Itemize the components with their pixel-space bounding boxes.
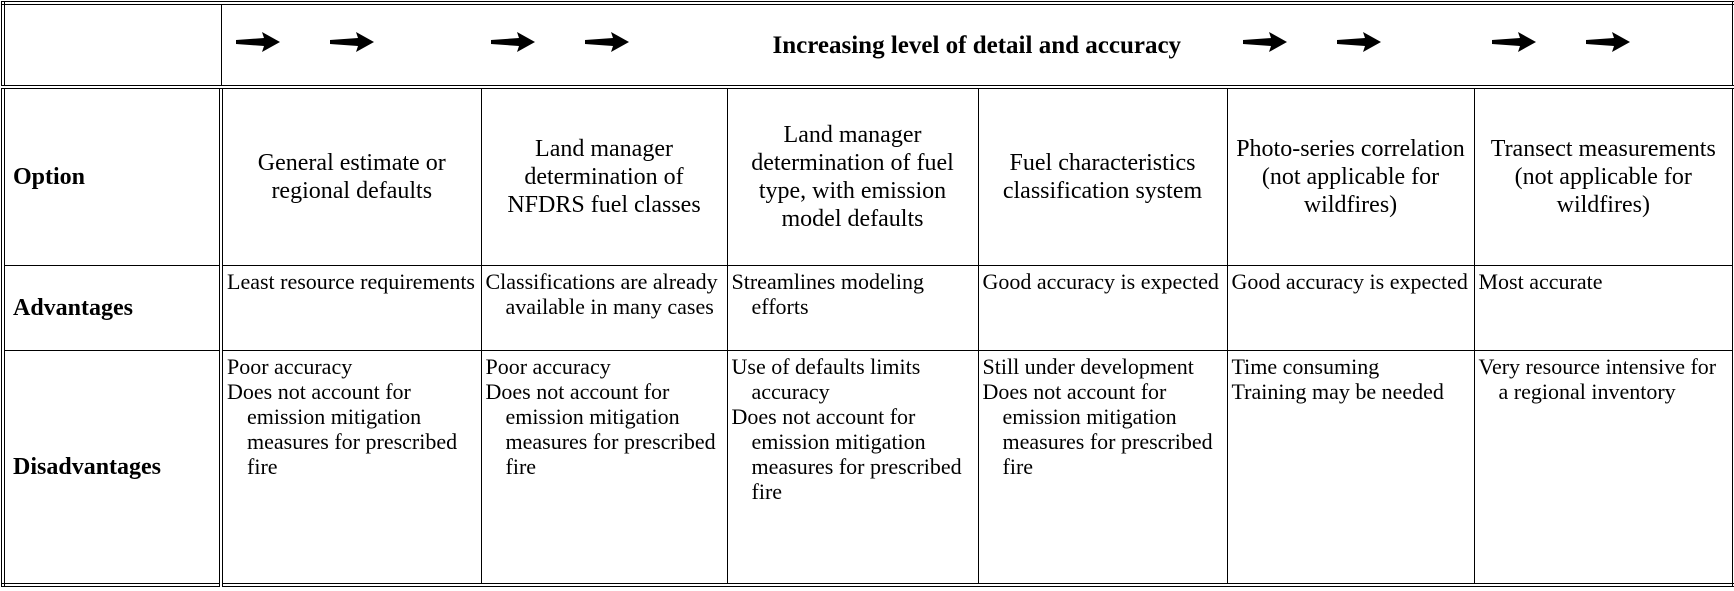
table-cell: Fuel characteristics classification syst… xyxy=(977,86,1228,266)
header-cell: Increasing level of detail and accuracy xyxy=(220,2,1734,89)
cell-item: Classifications are already available in… xyxy=(485,269,718,319)
row-label: Advantages xyxy=(13,294,134,321)
table-cell: Good accuracy is expected xyxy=(977,265,1228,351)
table-cell: Land manager determination of fuel type,… xyxy=(726,86,979,266)
corner-cell xyxy=(2,2,222,89)
cell-text: Land manager determination of fuel type,… xyxy=(751,122,954,232)
table-cell: Photo-series correlation (not applicable… xyxy=(1226,86,1475,266)
table-cell: Use of defaults limits accuracy Does not … xyxy=(726,350,979,586)
table-cell: General estimate or regional defaults xyxy=(220,86,482,266)
cell-item: Most accurate xyxy=(1478,269,1603,294)
arrow-icon xyxy=(1491,32,1536,52)
row-label: Disadvantages xyxy=(13,453,162,480)
cell-text: General estimate or regional defaults xyxy=(257,150,446,204)
header-row: Increasing level of detail and accuracy xyxy=(2,2,1734,89)
arrow-icon xyxy=(490,32,535,52)
cell-item: Good accuracy is expected xyxy=(982,269,1219,294)
arrow-icon xyxy=(584,32,629,52)
cell-item: Still under development xyxy=(982,354,1194,379)
cell-item: Does not account for emission mitigation… xyxy=(731,404,962,504)
table-row: Advantages Least resource requirements Cla… xyxy=(2,265,1734,351)
cell-item: Does not account for emission mitigation… xyxy=(227,379,458,479)
arrow-icon xyxy=(329,32,374,52)
cell-item: Does not account for emission mitigation… xyxy=(982,379,1213,479)
table-cell: Poor accuracy Does not account for emissi… xyxy=(480,350,728,586)
table-cell: Time consuming Training may be needed xyxy=(1226,350,1475,586)
cell-item: Poor accuracy xyxy=(227,354,353,379)
row-label-cell: Advantages xyxy=(2,265,223,351)
cell-item: Streamlines modeling efforts xyxy=(731,269,924,319)
cell-item: Least resource requirements xyxy=(227,269,475,294)
row-label-cell: Option xyxy=(2,86,223,266)
cell-text: Photo-series correlation (not applicable… xyxy=(1236,136,1465,218)
table-cell: Streamlines modeling efforts xyxy=(726,265,979,351)
table-row: Option General estimate or regional defau… xyxy=(2,86,1734,266)
header-title: Increasing level of detail and accuracy xyxy=(772,31,1182,59)
cell-item: Poor accuracy xyxy=(485,354,611,379)
arrow-icon xyxy=(1242,32,1287,52)
table-cell: Land manager determination of NFDRS fuel… xyxy=(480,86,728,266)
table-cell: Transect measurements (not applicable fo… xyxy=(1473,86,1734,266)
cell-item: Very resource intensive for a regional i… xyxy=(1478,354,1717,404)
arrow-icon xyxy=(235,32,280,52)
cell-item: Use of defaults limits accuracy xyxy=(731,354,921,404)
row-label-cell: Disadvantages xyxy=(2,350,223,586)
table-cell: Good accuracy is expected xyxy=(1226,265,1475,351)
arrow-icon xyxy=(1336,32,1381,52)
arrow-icon xyxy=(1585,32,1630,52)
cell-text: Land manager determination of NFDRS fuel… xyxy=(507,136,701,218)
cell-item: Training may be needed xyxy=(1231,379,1444,404)
table-cell: Very resource intensive for a regional i… xyxy=(1473,350,1734,586)
table-row: Disadvantages Poor accuracy Does not accou… xyxy=(2,350,1734,586)
cell-text: Fuel characteristics classification syst… xyxy=(1002,150,1203,204)
cell-text: Transect measurements (not applicable fo… xyxy=(1490,136,1716,218)
cell-item: Does not account for emission mitigation… xyxy=(485,379,716,479)
table-cell: Still under development Does not account … xyxy=(977,350,1228,586)
table-cell: Poor accuracy Does not account for emissi… xyxy=(220,350,482,586)
cell-item: Good accuracy is expected xyxy=(1231,269,1468,294)
table-cell: Most accurate xyxy=(1473,265,1734,351)
row-label: Option xyxy=(13,164,86,190)
table-cell: Classifications are already available in… xyxy=(480,265,728,351)
table-cell: Least resource requirements xyxy=(220,265,482,351)
cell-item: Time consuming xyxy=(1231,354,1380,379)
